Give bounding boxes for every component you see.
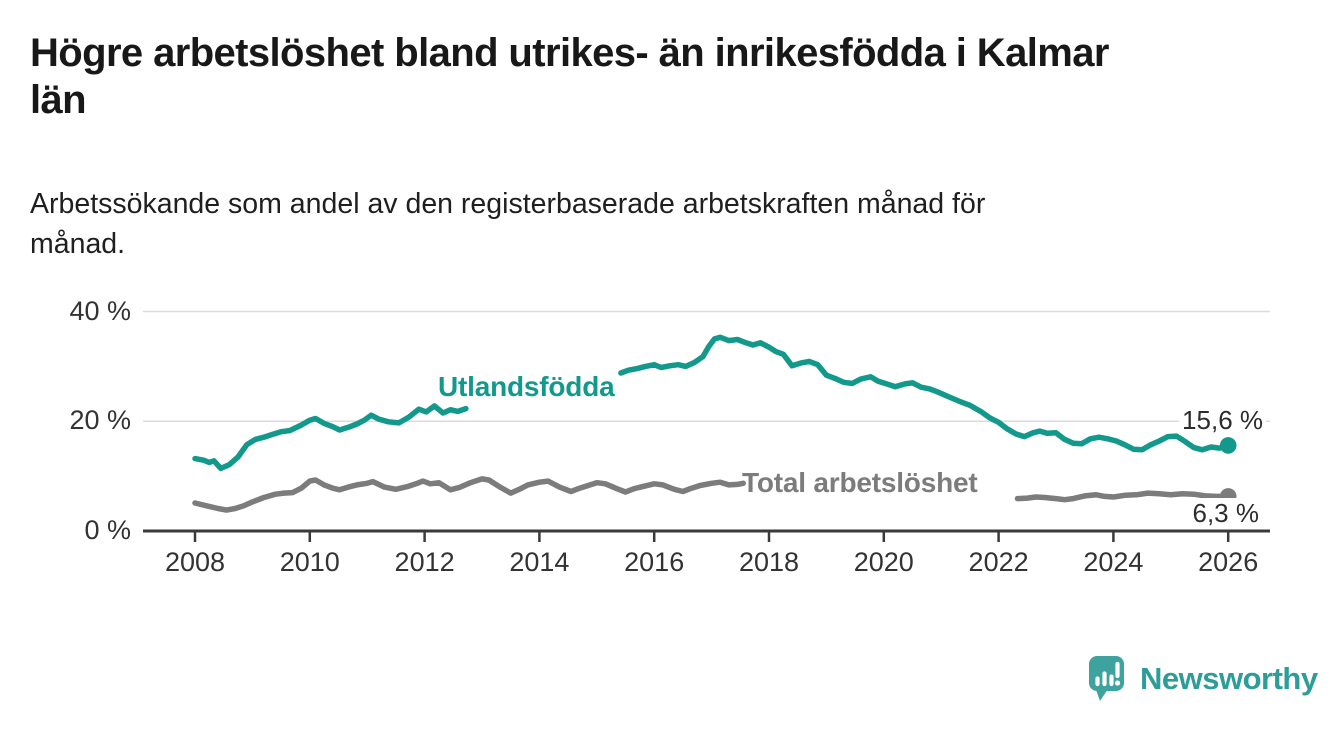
chart-subtitle: Arbetssökande som andel av den registerb… [30, 188, 986, 261]
series-label-total-arbetsloshet: Total arbetslöshet [742, 467, 978, 498]
newsworthy-logo: Newsworthy [1088, 655, 1318, 702]
end-value-label-total-arbetsloshet: 6,3 % [1189, 498, 1262, 528]
newsworthy-logo-icon [1089, 656, 1124, 701]
newsworthy-logo-text: Newsworthy [1140, 660, 1318, 696]
series-label-utlandsfodda: Utlandsfödda [438, 371, 615, 402]
page-title: Högre arbetslöshet bland utrikes- än inr… [30, 31, 1109, 122]
end-value-label-utlandsfodda: 15,6 % [1179, 405, 1266, 435]
